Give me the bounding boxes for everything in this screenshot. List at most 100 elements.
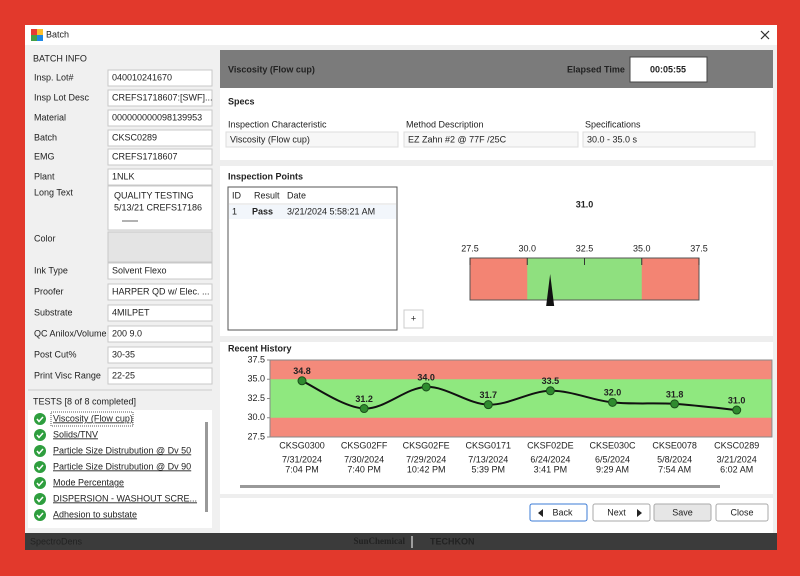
x-time: 3:41 PM — [534, 464, 568, 474]
field-label: Proofer — [34, 286, 64, 296]
x-time: 7:54 AM — [658, 464, 691, 474]
y-tick-label: 27.5 — [247, 431, 265, 441]
check-mark — [36, 448, 44, 455]
x-time: 7:40 PM — [347, 464, 381, 474]
test-link[interactable]: Particle Size Distrubution @ Dv 50 — [53, 445, 191, 455]
test-link[interactable]: Particle Size Distrubution @ Dv 90 — [53, 461, 191, 471]
x-date: 5/8/2024 — [657, 454, 692, 464]
data-label: 31.2 — [355, 394, 373, 404]
section-heading: BATCH INFO — [33, 53, 87, 63]
arrow — [538, 509, 543, 517]
spec-value: 30.0 - 35.0 s — [587, 134, 638, 144]
history-point — [421, 382, 431, 392]
field-box — [107, 109, 213, 127]
check-mark — [36, 512, 44, 519]
field-box — [107, 185, 213, 231]
field-label: Print Visc Range — [34, 370, 101, 380]
field-box — [107, 262, 213, 280]
field-box — [107, 346, 213, 364]
test-link[interactable]: Adhesion to substate — [53, 509, 137, 519]
history-point — [359, 404, 369, 414]
add-label[interactable]: + — [411, 313, 416, 323]
x-time: 6:02 AM — [720, 464, 753, 474]
check-icon — [34, 445, 46, 457]
add-button[interactable] — [403, 309, 424, 329]
timer: 00:05:55 — [650, 64, 686, 74]
chart-title: Recent History — [228, 343, 292, 353]
data-label: 31.8 — [666, 389, 684, 399]
data-label: 31.7 — [480, 390, 498, 400]
arrow — [637, 509, 642, 517]
separator — [220, 160, 773, 166]
test-link[interactable]: Viscosity (Flow cup) — [53, 413, 133, 423]
gauge-tick-label: 30.0 — [518, 243, 536, 253]
x-tick-label: CKSE0078 — [652, 440, 697, 450]
button[interactable] — [592, 503, 651, 522]
scrollbar[interactable] — [240, 485, 720, 488]
gauge-tick-label: 35.0 — [633, 243, 651, 253]
x-date: 7/31/2024 — [282, 454, 322, 464]
spec-label: Inspection Characteristic — [228, 119, 327, 129]
check-icon — [34, 461, 46, 473]
button[interactable] — [715, 503, 769, 522]
field-value: 000000000098139953 — [112, 112, 202, 122]
x-tick-label: CKSG02FE — [403, 440, 450, 450]
field-box — [107, 304, 213, 322]
field-label: EMG — [34, 151, 55, 161]
check-mark — [36, 416, 44, 423]
field-box — [107, 89, 213, 107]
x-tick-label: CKSC0289 — [714, 440, 759, 450]
footer-bar — [25, 533, 777, 550]
field-value: CREFS1718607 — [112, 151, 178, 161]
gauge-value: 31.0 — [576, 199, 594, 209]
button-label[interactable]: Back — [552, 507, 573, 517]
button-label[interactable]: Close — [730, 507, 753, 517]
timer-box — [629, 56, 708, 83]
spec-box — [582, 131, 756, 148]
spec-value: Viscosity (Flow cup) — [230, 134, 310, 144]
x-date: 6/24/2024 — [530, 454, 570, 464]
field-value: QUALITY TESTING — [114, 190, 194, 200]
close-icon[interactable] — [760, 30, 770, 40]
x-tick-label: CKSF02DE — [527, 440, 574, 450]
button[interactable] — [653, 503, 712, 522]
field-value: 1NLK — [112, 171, 135, 181]
field-value: CREFS1718607:[SWF]... — [112, 92, 213, 102]
data-label: 34.8 — [293, 366, 311, 376]
history-point — [670, 399, 680, 409]
app-icon — [31, 35, 37, 41]
field-label: Insp. Lot# — [34, 72, 74, 82]
field-label: Material — [34, 112, 66, 122]
field-label: Color — [34, 233, 56, 243]
x-time: 9:29 AM — [596, 464, 629, 474]
device-name: SpectroDens — [30, 536, 83, 546]
app-icon — [37, 29, 43, 35]
field-label: QC Anilox/Volume — [34, 328, 107, 338]
field-box — [107, 367, 213, 385]
test-list — [28, 410, 212, 528]
check-icon — [34, 509, 46, 521]
window-title: Batch — [46, 29, 69, 39]
x-time: 10:42 PM — [407, 464, 446, 474]
separator — [220, 494, 773, 498]
history-point — [732, 405, 742, 415]
button-label[interactable]: Save — [672, 507, 693, 517]
history-point — [608, 397, 617, 407]
history-point — [545, 386, 555, 396]
spec-value: EZ Zahn #2 @ 77F /25C — [408, 134, 507, 144]
test-link[interactable]: DISPERSION - WASHOUT SCRE... — [53, 493, 197, 503]
scrollbar[interactable] — [205, 422, 208, 512]
y-tick-label: 32.5 — [247, 393, 265, 403]
button[interactable] — [529, 503, 588, 522]
history-point — [297, 376, 307, 386]
x-time: 7:04 PM — [285, 464, 319, 474]
field-value: HARPER QD w/ Elec. ... — [112, 286, 210, 296]
button-label[interactable]: Next — [607, 507, 626, 517]
x-date: 7/13/2024 — [468, 454, 508, 464]
test-link[interactable]: Mode Percentage — [53, 477, 124, 487]
field-value: 5/13/21 CREFS17186 — [114, 202, 202, 212]
column-header: Date — [287, 190, 306, 200]
gauge-tick-label: 37.5 — [690, 243, 708, 253]
field-value: 040010241670 — [112, 72, 172, 82]
test-link[interactable]: Solids/TNV — [53, 429, 98, 439]
